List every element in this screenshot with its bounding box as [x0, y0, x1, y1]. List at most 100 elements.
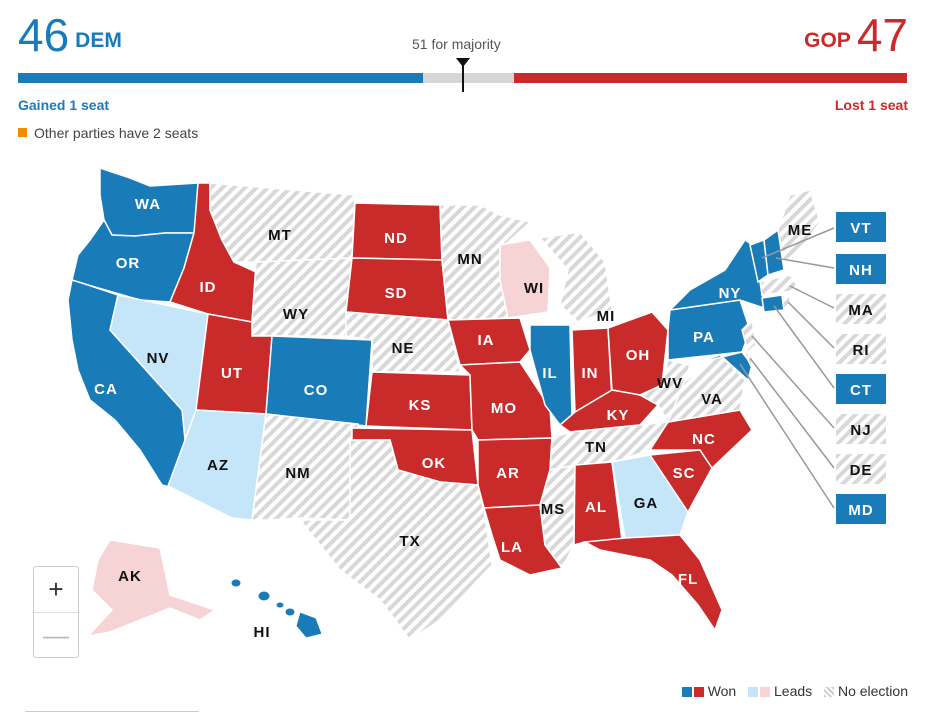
state-label-il: IL [542, 365, 557, 382]
zoom-control: + — [33, 566, 79, 658]
state-label-pa: PA [693, 329, 715, 346]
state-label-ks: KS [409, 397, 432, 414]
gop-label: GOP [804, 29, 851, 52]
dem-seat-bar [18, 73, 423, 83]
state-label-co: CO [304, 382, 329, 399]
zoom-out-button[interactable]: — [34, 612, 78, 657]
state-label-mn: MN [457, 251, 482, 268]
state-ak[interactable] [85, 539, 217, 638]
state-label-in: IN [582, 365, 599, 382]
gop-seat-bar [514, 73, 907, 83]
state-mt [209, 182, 356, 263]
callout-md-label: MD [848, 502, 873, 519]
callout-vt-box[interactable] [836, 212, 886, 242]
state-label-oh: OH [626, 347, 651, 364]
callout-leader-lines [739, 227, 835, 509]
state-label-ar: AR [496, 465, 520, 482]
state-ma[interactable] [759, 274, 802, 296]
state-tx[interactable] [298, 439, 493, 642]
gop-seat-count: GOP 47 [804, 12, 908, 68]
no-election-swatch-icon [824, 687, 835, 697]
legend-leads-label: Leads [774, 683, 813, 699]
other-parties-note: Other parties have 2 seats [18, 125, 198, 141]
state-wy[interactable] [251, 257, 353, 337]
leads-gop-swatch-icon [760, 687, 771, 697]
state-label-nd: ND [384, 230, 408, 247]
state-label-fl: FL [678, 571, 698, 588]
won-dem-swatch-icon [681, 687, 692, 697]
bottom-divider [25, 711, 199, 712]
dem-count-number: 46 [18, 9, 70, 61]
gop-count-number: 47 [856, 9, 908, 61]
state-label-ia: IA [478, 332, 495, 349]
majority-marker-line [462, 66, 464, 92]
other-party-swatch-icon [18, 128, 27, 137]
state-nj[interactable] [741, 318, 757, 354]
state-label-mi: MI [597, 308, 616, 325]
state-hi[interactable] [230, 578, 323, 639]
callout-ma-box[interactable] [836, 294, 886, 324]
callout-ma-label: MA [848, 302, 873, 319]
majority-marker-icon [456, 58, 470, 67]
state-label-sc: SC [673, 465, 696, 482]
state-label-ak: AK [118, 568, 142, 585]
callout-md-box[interactable] [836, 494, 886, 524]
other-parties-text: Other parties have 2 seats [34, 125, 199, 141]
state-label-ok: OK [422, 455, 447, 472]
state-label-ky: KY [607, 407, 630, 424]
state-label-ut: UT [221, 365, 243, 382]
callout-ct-label: CT [850, 382, 872, 399]
state-label-mt: MT [268, 227, 292, 244]
gop-lost-label: Lost 1 seat [834, 97, 908, 113]
state-label-me: ME [788, 222, 813, 239]
callout-nj-box[interactable] [836, 414, 886, 444]
state-label-nc: NC [692, 431, 716, 448]
state-label-mo: MO [491, 400, 517, 417]
state-label-wy: WY [283, 306, 309, 323]
state-me[interactable] [777, 189, 821, 264]
callout-ri-box[interactable] [836, 334, 886, 364]
legend-no-election-label: No election [837, 683, 908, 699]
callout-ct-box[interactable] [836, 374, 886, 404]
state-label-al: AL [585, 499, 607, 516]
state-label-va: VA [701, 391, 723, 408]
zoom-in-button[interactable]: + [48, 574, 64, 604]
callout-vt-label: VT [850, 220, 871, 237]
callout-nh-label: NH [849, 262, 873, 279]
state-mi[interactable] [538, 231, 613, 323]
state-label-tn: TN [585, 439, 607, 456]
state-co[interactable] [265, 335, 373, 427]
state-fl[interactable] [582, 534, 723, 632]
state-label-id: ID [200, 279, 217, 296]
dem-seat-count: 46 DEM [18, 12, 122, 68]
callout-nh-box[interactable] [836, 254, 886, 284]
state-label-ne: NE [392, 340, 415, 357]
callout-nj-label: NJ [850, 422, 871, 439]
state-wi[interactable] [499, 239, 551, 319]
callout-de-label: DE [850, 462, 873, 479]
legend-won-label: Won [707, 683, 737, 699]
state-label-wv: WV [657, 375, 683, 392]
state-label-la: LA [501, 539, 523, 556]
leads-dem-swatch-icon [748, 687, 759, 697]
won-gop-swatch-icon [693, 687, 704, 697]
state-label-az: AZ [207, 457, 229, 474]
state-label-or: OR [116, 255, 141, 272]
dem-label: DEM [75, 29, 122, 52]
state-wv[interactable] [638, 359, 691, 424]
state-md[interactable] [689, 351, 753, 382]
dem-gained-label: Gained 1 seat [18, 97, 110, 113]
majority-label: 51 for majority [412, 36, 501, 52]
state-ri[interactable] [781, 294, 791, 311]
callout-de-box[interactable] [836, 454, 886, 484]
state-nm[interactable] [251, 413, 359, 521]
state-label-ms: MS [541, 501, 566, 518]
state-label-sd: SD [385, 285, 408, 302]
state-label-ny: NY [719, 285, 742, 302]
state-label-hi: HI [254, 624, 271, 641]
state-ct[interactable] [761, 294, 785, 313]
state-label-nv: NV [147, 350, 170, 367]
state-ga[interactable] [611, 454, 689, 539]
callout-ri-label: RI [853, 342, 870, 359]
